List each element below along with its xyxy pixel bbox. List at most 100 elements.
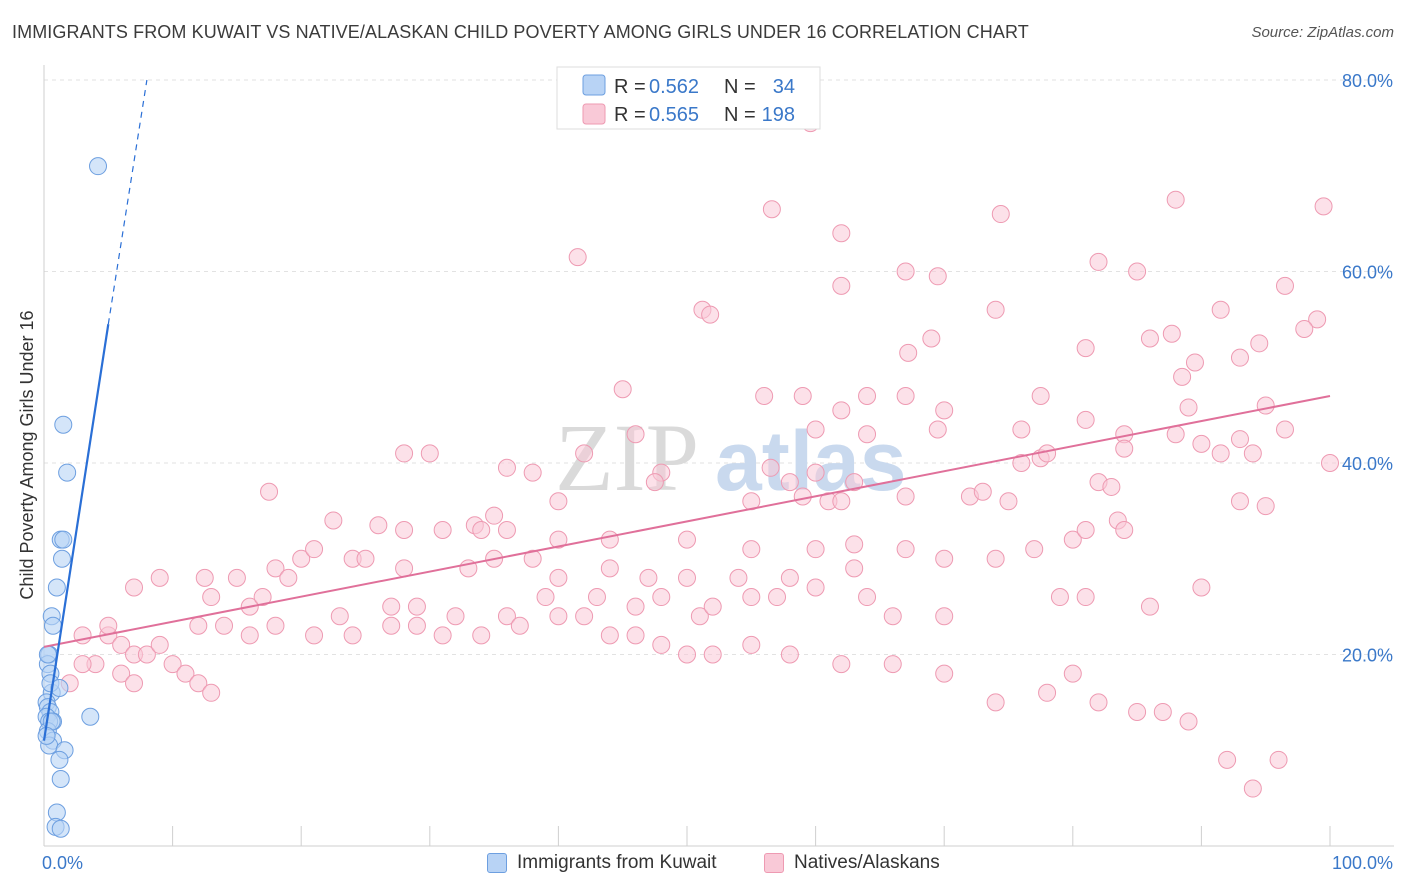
natives-point: [1115, 521, 1134, 540]
natives-point: [742, 635, 761, 654]
natives-point: [369, 516, 388, 535]
natives-point: [896, 262, 915, 281]
kuwait-point: [54, 415, 73, 434]
natives-point: [1089, 693, 1108, 712]
natives-point: [645, 473, 664, 492]
natives-point: [549, 492, 568, 511]
trend-lines: [42, 79, 1331, 741]
source-label: Source: ZipAtlas.com: [1251, 24, 1394, 41]
chart-title: IMMIGRANTS FROM KUWAIT VS NATIVE/ALASKAN…: [12, 22, 1029, 42]
natives-point: [266, 559, 285, 578]
natives-point: [1038, 444, 1057, 463]
natives-point: [1185, 353, 1204, 372]
legend-r-value-2: 0.565: [649, 104, 699, 126]
natives-point: [729, 568, 748, 587]
natives-point: [150, 568, 169, 587]
natives-point: [858, 425, 877, 444]
natives-point: [575, 444, 594, 463]
natives-point: [922, 329, 941, 348]
natives-point: [1230, 492, 1249, 511]
natives-point: [163, 655, 182, 674]
y-tick-labels: 20.0% 40.0% 60.0% 80.0%: [1342, 71, 1393, 666]
natives-point: [1314, 197, 1333, 216]
natives-point: [485, 506, 504, 525]
natives-point: [600, 559, 619, 578]
x-tick-label-min: 0.0%: [42, 853, 83, 873]
natives-point: [324, 511, 343, 530]
natives-point: [1275, 420, 1294, 439]
natives-point: [395, 444, 414, 463]
natives-point: [523, 463, 542, 482]
natives-point: [137, 645, 156, 664]
natives-point: [935, 401, 954, 420]
natives-point: [125, 674, 144, 693]
natives-point: [549, 568, 568, 587]
natives-point: [973, 482, 992, 501]
natives-trend-line: [43, 394, 1331, 648]
natives-point: [935, 549, 954, 568]
natives-point: [928, 420, 947, 439]
natives-point: [1211, 300, 1230, 319]
natives-point: [793, 487, 812, 506]
natives-point: [999, 492, 1018, 511]
natives-point: [1192, 578, 1211, 597]
natives-point: [896, 487, 915, 506]
natives-point: [986, 693, 1005, 712]
natives-point: [1076, 410, 1095, 429]
natives-point: [382, 597, 401, 616]
natives-point: [600, 626, 619, 645]
natives-point: [899, 343, 918, 362]
natives-point: [253, 588, 272, 607]
natives-point: [472, 521, 491, 540]
legend-item-natives: Natives/Alaskans: [764, 852, 940, 874]
natives-point: [935, 607, 954, 626]
natives-point: [195, 568, 214, 587]
natives-point: [793, 386, 812, 405]
natives-point: [112, 664, 131, 683]
kuwait-point: [51, 769, 70, 788]
y-tick-label: 60.0%: [1342, 263, 1393, 283]
natives-point: [1140, 597, 1159, 616]
kuwait-point: [50, 750, 69, 769]
legend-box: R = 0.562 N = 34 R = 0.565 N = 198: [556, 66, 821, 130]
natives-point: [1102, 477, 1121, 496]
kuwait-point: [51, 819, 70, 838]
legend-r-value-1: 0.562: [649, 76, 699, 98]
natives-point: [1050, 588, 1069, 607]
natives-point: [305, 540, 324, 559]
bottom-legend: Immigrants from Kuwait Natives/Alaskans: [0, 852, 1406, 878]
natives-point: [626, 626, 645, 645]
natives-point: [1063, 530, 1082, 549]
kuwait-point: [38, 645, 57, 664]
natives-point: [806, 420, 825, 439]
natives-point: [433, 626, 452, 645]
natives-point: [1012, 454, 1031, 472]
y-tick-label: 80.0%: [1342, 71, 1393, 91]
natives-point: [678, 645, 696, 664]
legend-label-kuwait: Immigrants from Kuwait: [517, 852, 717, 873]
natives-point: [1243, 779, 1262, 798]
natives-point: [433, 521, 452, 540]
natives-point: [845, 535, 864, 554]
natives-point: [497, 521, 516, 540]
natives-point: [701, 305, 720, 324]
natives-point: [240, 626, 259, 645]
legend-r-label-1: R =: [614, 76, 646, 98]
natives-point: [1076, 521, 1095, 540]
natives-point: [125, 578, 144, 597]
legend-n-label-2: N =: [724, 104, 756, 126]
x-tick-label-max: 100.0%: [1332, 853, 1393, 873]
legend-r-label-2: R =: [614, 104, 646, 126]
legend-item-kuwait: Immigrants from Kuwait: [487, 852, 717, 874]
natives-point: [1218, 750, 1237, 769]
natives-point: [1243, 444, 1262, 463]
natives-point: [1173, 367, 1192, 386]
kuwait-point: [47, 578, 66, 597]
natives-point: [215, 616, 234, 635]
kuwait-points: [37, 157, 108, 838]
natives-point: [1063, 664, 1082, 683]
kuwait-trend-line: [42, 323, 110, 741]
natives-point: [260, 482, 279, 501]
legend-n-value-1: 34: [773, 76, 795, 98]
natives-point: [1250, 334, 1269, 353]
